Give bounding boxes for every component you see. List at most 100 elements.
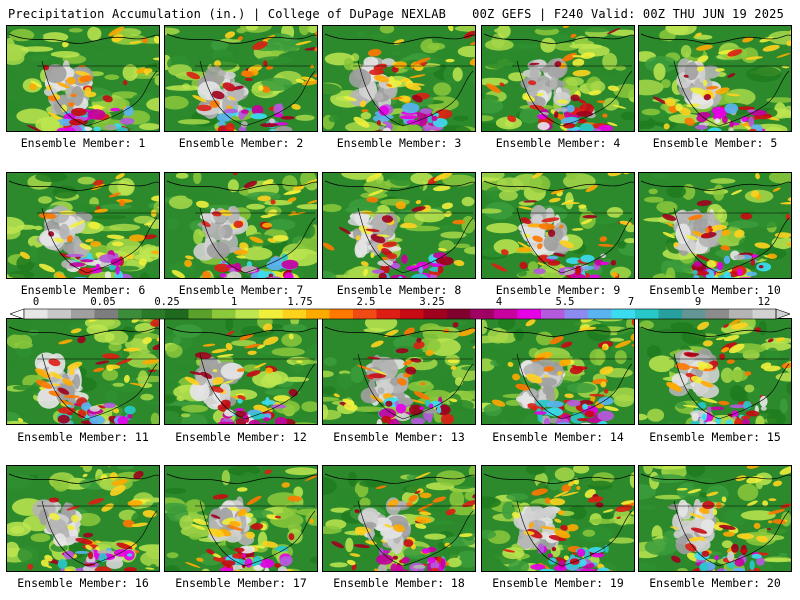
dry-area	[348, 68, 372, 88]
tropical-precip	[427, 557, 436, 564]
precip-band	[532, 173, 544, 179]
precip-band	[420, 382, 426, 386]
precip-patch	[746, 66, 782, 83]
precip-band	[123, 374, 130, 383]
precip-band	[684, 117, 695, 126]
precip-band	[544, 497, 551, 504]
precip-band	[292, 184, 305, 191]
tropical-precip	[386, 253, 398, 260]
precip-band	[711, 224, 728, 231]
precip-patch	[588, 518, 617, 524]
tropical-precip	[748, 116, 755, 128]
tropical-precip	[219, 567, 234, 571]
tropical-precip	[729, 404, 747, 409]
precip-band	[358, 225, 373, 235]
precip-band	[92, 104, 103, 111]
precip-band	[152, 343, 159, 350]
tropical-precip	[588, 274, 601, 278]
tropical-precip	[69, 118, 84, 126]
precip-patch	[728, 220, 759, 229]
tropical-precip	[81, 402, 92, 411]
precip-patch	[165, 95, 189, 110]
precip-band	[258, 85, 264, 91]
tropical-precip	[580, 254, 595, 263]
precip-band	[722, 324, 729, 328]
precip-patch	[452, 67, 463, 82]
coastline	[8, 33, 159, 44]
ensemble-member-map	[638, 172, 792, 279]
dry-area	[39, 508, 49, 526]
precip-band	[376, 234, 391, 238]
coastline	[673, 500, 790, 567]
precip-patch	[497, 319, 516, 330]
precip-band	[150, 319, 159, 327]
precip-patch	[295, 114, 315, 121]
tropical-precip	[557, 422, 571, 424]
precip-patch	[586, 323, 611, 342]
precip-patch	[348, 471, 357, 487]
precip-band	[522, 92, 529, 100]
precip-patch	[337, 373, 354, 389]
precip-patch	[778, 552, 788, 558]
precip-band	[38, 263, 56, 273]
precip-patch	[181, 404, 208, 413]
precip-band	[411, 94, 423, 103]
precip-patch	[165, 394, 176, 404]
tropical-precip	[439, 256, 454, 266]
ensemble-member-map	[638, 25, 792, 132]
precip-patch	[495, 331, 517, 344]
precip-patch	[169, 195, 193, 210]
tropical-precip	[385, 400, 393, 407]
precip-band	[229, 521, 241, 527]
precip-band	[718, 524, 736, 530]
precip-patch	[91, 214, 127, 220]
precip-patch	[409, 196, 444, 209]
tropical-precip	[746, 410, 760, 417]
precip-band	[127, 278, 133, 279]
tropical-precip	[734, 417, 743, 424]
precip-band	[232, 85, 244, 90]
precip-map	[639, 319, 791, 424]
precip-patch	[656, 201, 678, 214]
precip-band	[106, 234, 125, 240]
precip-band	[123, 347, 141, 352]
precip-band	[531, 488, 548, 496]
precip-patch	[166, 552, 179, 559]
precip-patch	[670, 322, 694, 331]
dry-area	[516, 395, 534, 403]
precip-band	[192, 518, 209, 526]
tropical-precip	[699, 562, 709, 571]
precip-patch	[149, 269, 159, 278]
tropical-precip	[697, 112, 711, 118]
member-caption: Ensemble Member: 14	[492, 430, 624, 444]
tropical-precip	[430, 567, 440, 571]
precip-band	[108, 26, 124, 37]
precip-band	[236, 393, 245, 396]
precip-band	[144, 222, 153, 226]
precip-patch	[446, 557, 462, 568]
colorbar-swatch	[24, 309, 48, 319]
precip-band	[408, 494, 418, 503]
precip-band	[48, 358, 61, 367]
precip-band	[539, 526, 558, 530]
tropical-precip	[265, 396, 270, 406]
colorbar-swatch	[400, 309, 424, 319]
coastline	[199, 353, 316, 420]
precip-band	[437, 247, 448, 252]
tropical-precip	[235, 410, 246, 418]
precip-patch	[482, 177, 500, 182]
precip-patch	[117, 466, 134, 470]
precip-patch	[359, 479, 386, 488]
precip-band	[266, 514, 280, 520]
precip-map	[7, 173, 159, 279]
precip-patch	[380, 198, 411, 206]
precip-patch	[662, 401, 675, 410]
tropical-precip	[539, 568, 555, 571]
tropical-precip	[390, 274, 407, 278]
precip-band	[697, 321, 710, 331]
coastline	[357, 353, 474, 420]
tropical-precip	[244, 558, 253, 568]
chart-title: Precipitation Accumulation (in.) | Colle…	[8, 7, 447, 21]
coastline	[516, 207, 633, 274]
precip-band	[712, 508, 718, 516]
